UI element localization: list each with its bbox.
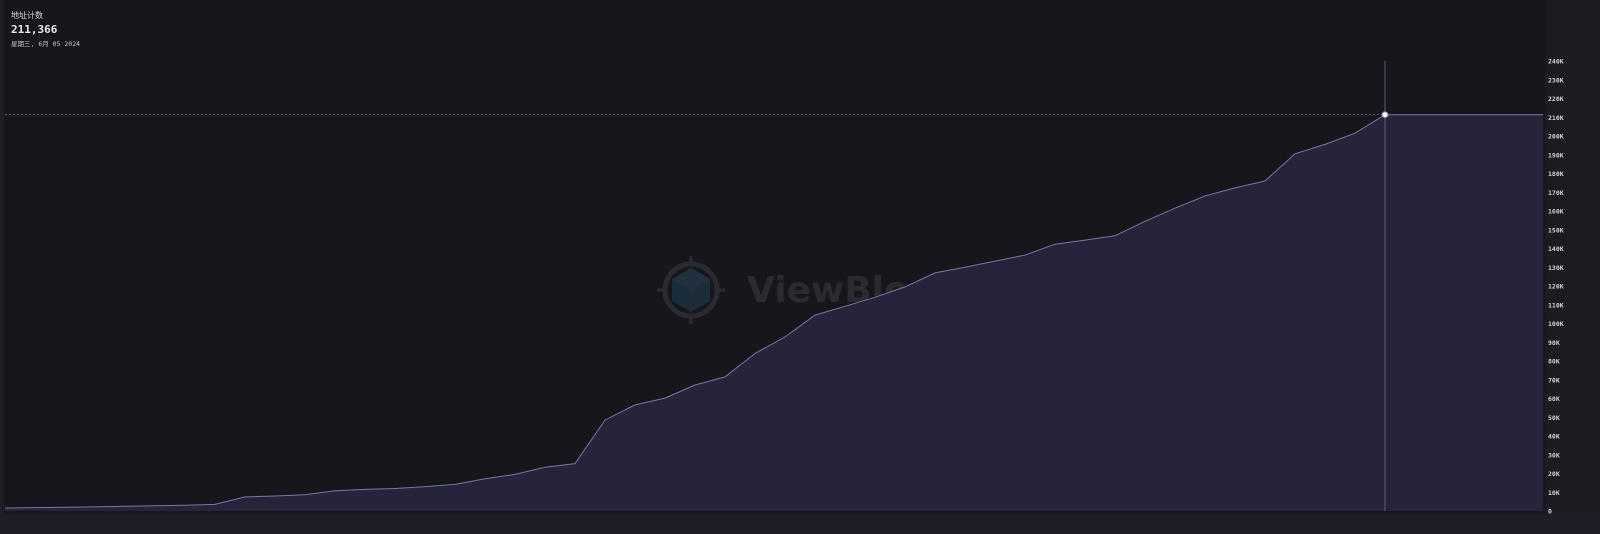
y-axis-panel bbox=[1545, 0, 1600, 534]
y-tick-label: 30K bbox=[1548, 451, 1560, 459]
y-tick-label: 170K bbox=[1548, 189, 1564, 197]
y-tick-label: 40K bbox=[1548, 433, 1560, 441]
left-border bbox=[0, 0, 4, 534]
y-tick-label: 50K bbox=[1548, 414, 1560, 422]
y-tick-label: 130K bbox=[1548, 264, 1564, 272]
y-tick-label: 80K bbox=[1548, 358, 1560, 366]
y-tick-label: 0 bbox=[1548, 508, 1552, 516]
y-tick-label: 10K bbox=[1548, 489, 1560, 497]
y-tick-label: 160K bbox=[1548, 208, 1564, 216]
hover-point-marker[interactable] bbox=[1381, 111, 1389, 119]
tooltip-date: 星期三, 6月 05 2024 bbox=[11, 40, 81, 48]
tooltip-value: 211,366 bbox=[11, 23, 58, 36]
tooltip-label: 地址计数 bbox=[11, 11, 43, 20]
y-tick-label: 150K bbox=[1548, 226, 1564, 234]
y-tick-label: 70K bbox=[1548, 376, 1560, 384]
y-tick-label: 20K bbox=[1548, 470, 1560, 478]
y-tick-label: 100K bbox=[1548, 320, 1564, 328]
y-axis-ticks: 0 10K 20K 30K 40K 50K 60K 70K 80K 90K 100K 110K 120K… bbox=[1548, 58, 1564, 516]
cube-crosshair-logo-icon bbox=[657, 256, 725, 324]
tooltip: 地址计数 211,366 星期三, 6月 05 2024 bbox=[11, 10, 80, 48]
y-tick-label: 60K bbox=[1548, 395, 1560, 403]
y-tick-label: 210K bbox=[1548, 114, 1564, 122]
y-tick-label: 120K bbox=[1548, 283, 1564, 291]
y-tick-label: 240K bbox=[1548, 58, 1564, 66]
area-fill bbox=[5, 114, 1543, 511]
y-tick-label: 90K bbox=[1548, 339, 1560, 347]
y-tick-label: 220K bbox=[1548, 95, 1564, 103]
series-line bbox=[4, 114, 1543, 509]
bottom-bar bbox=[0, 514, 1600, 534]
y-tick-label: 110K bbox=[1548, 301, 1564, 309]
y-tick-label: 190K bbox=[1548, 151, 1564, 159]
y-tick-label: 200K bbox=[1548, 133, 1564, 141]
y-tick-label: 140K bbox=[1548, 245, 1564, 253]
y-tick-label: 180K bbox=[1548, 170, 1564, 178]
y-tick-label: 230K bbox=[1548, 76, 1564, 84]
